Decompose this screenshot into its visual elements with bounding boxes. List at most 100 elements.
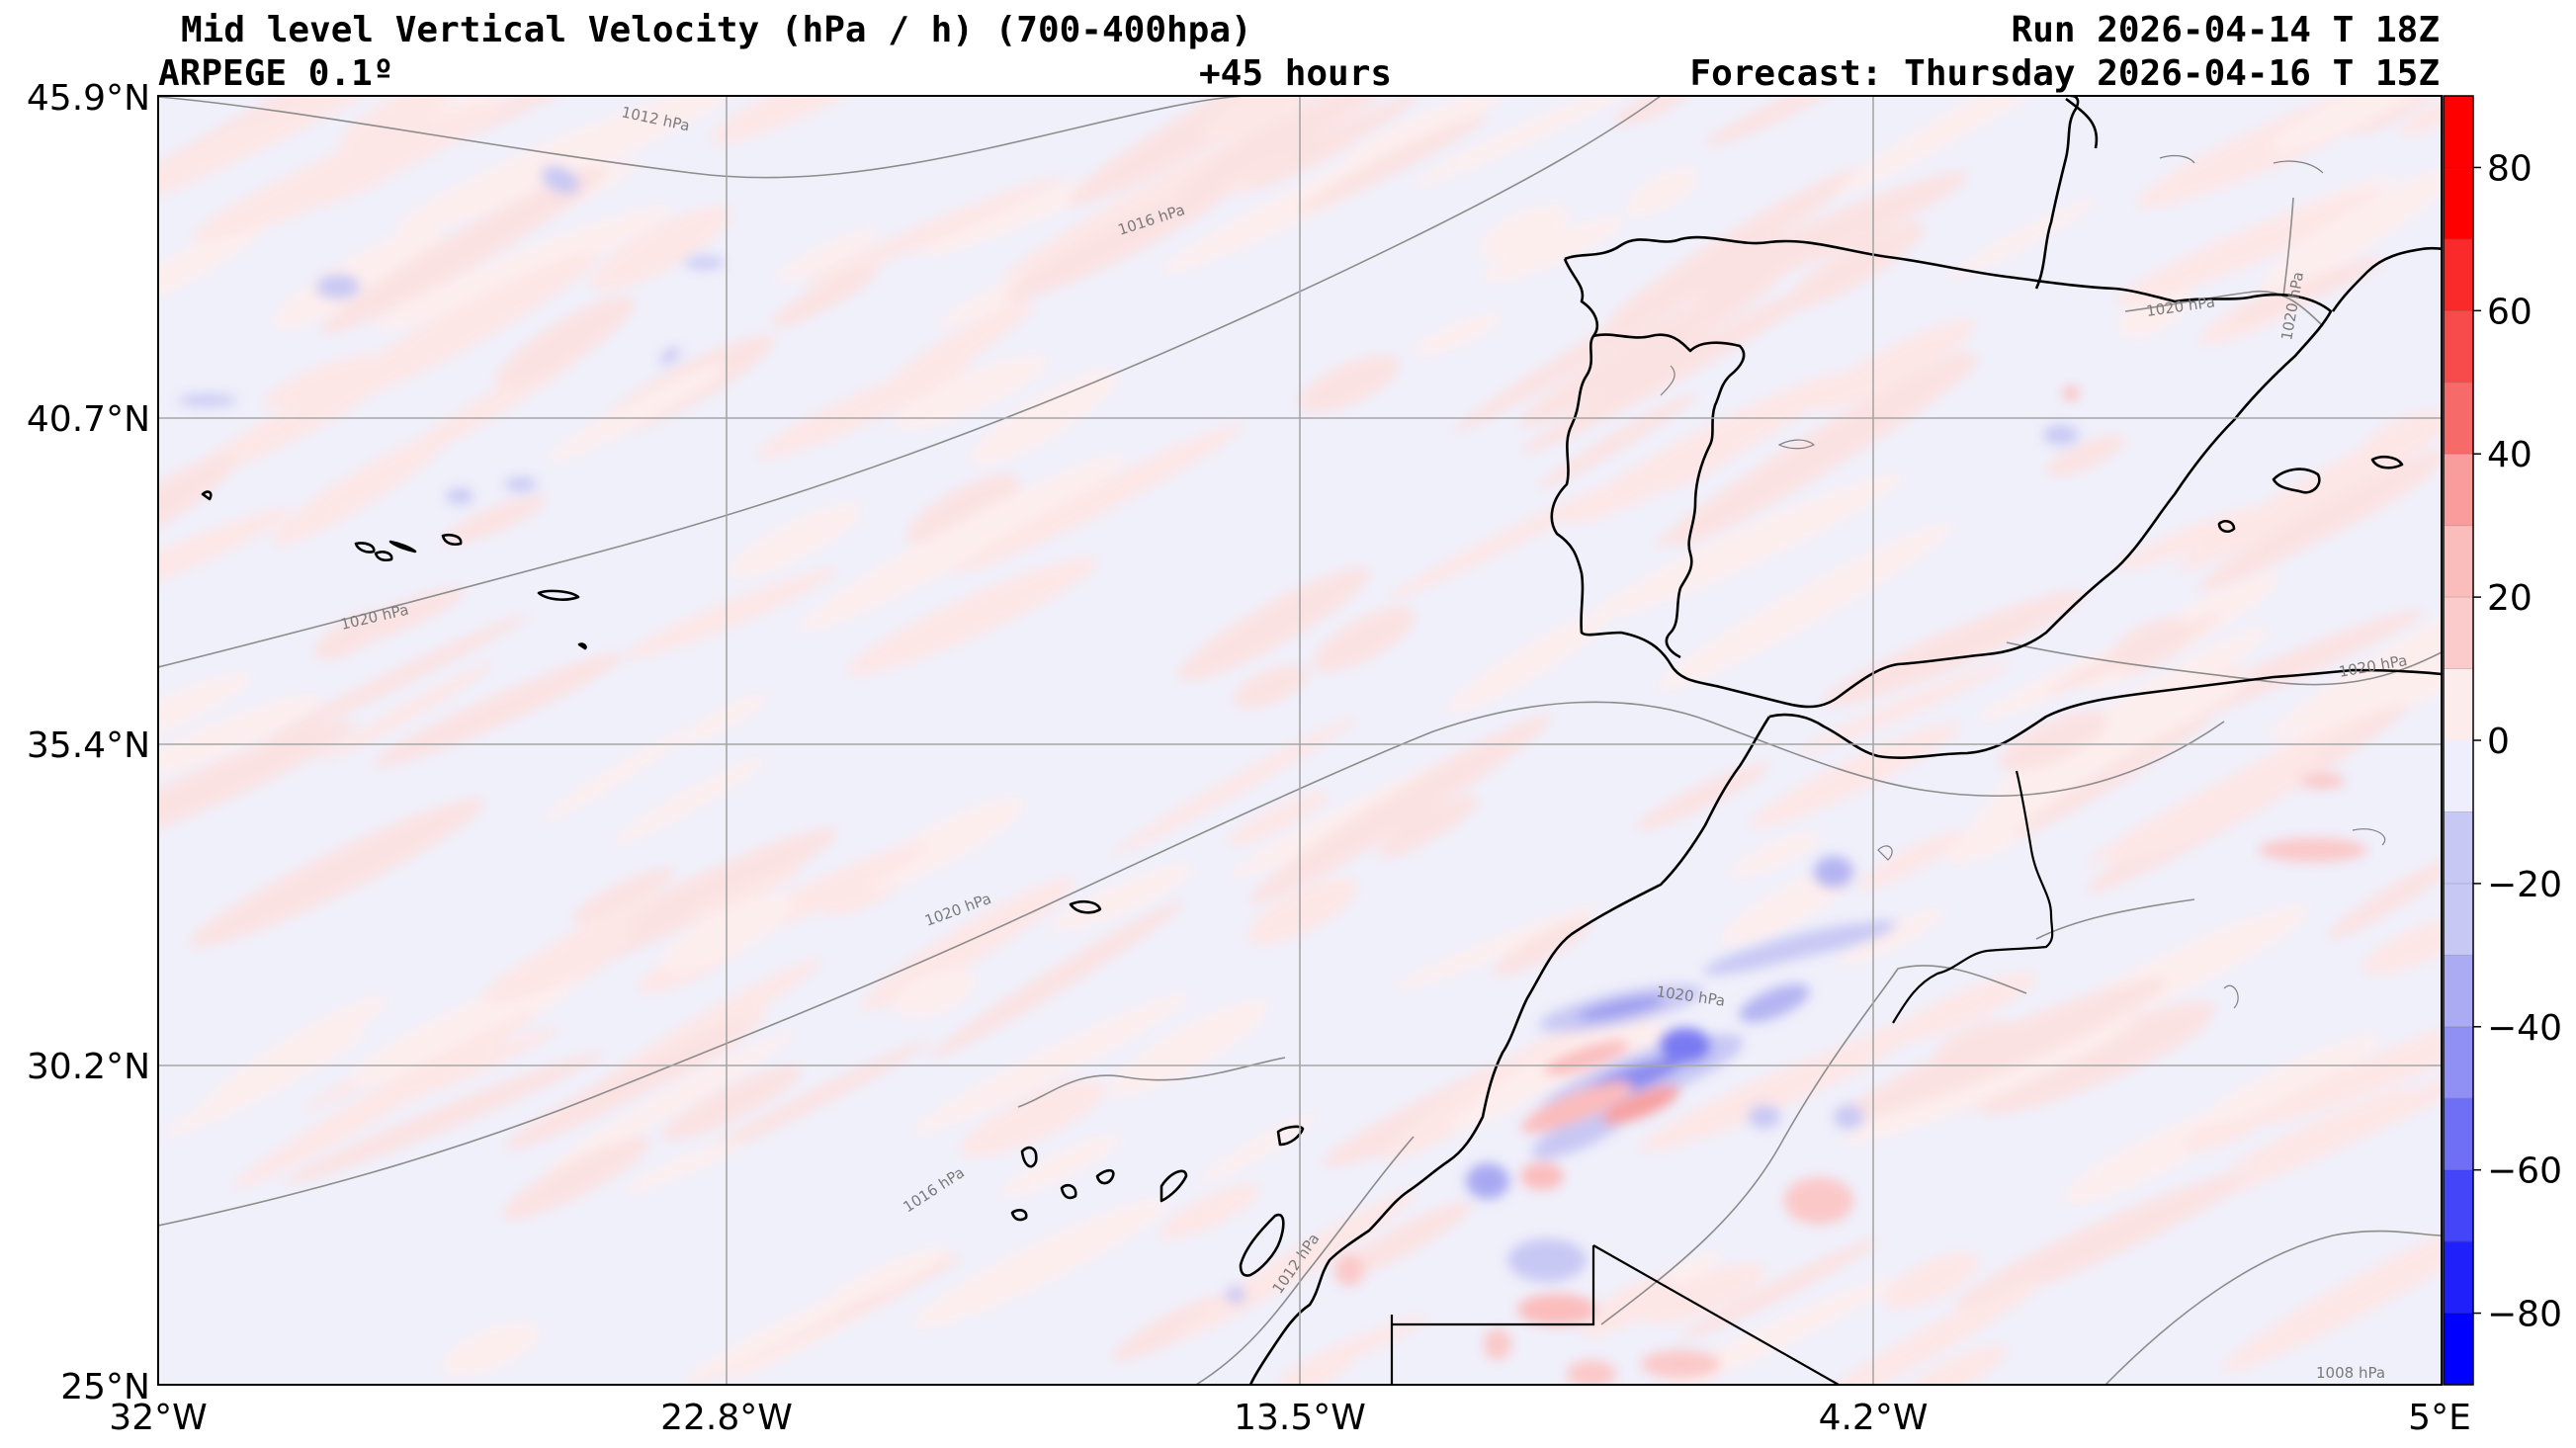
field-streak [1905,1345,2008,1385]
field-streak [164,1031,365,1138]
field-streak [881,300,1035,396]
colorbar-ticks: 80 60 40 20 0 −20 −40 −60 −80 [2473,148,2562,1335]
field-streak [2200,1034,2381,1126]
field-streak [1641,1263,1766,1324]
colorbar-cell [2444,1313,2473,1385]
field-streak [571,867,675,923]
field-streak [1836,96,2104,195]
colorbar-tick-label: 20 [2487,578,2533,619]
field-streak [804,175,1066,287]
lon-label: 4.2°W [1819,1398,1929,1438]
field-streak [541,729,689,822]
field-streak [1635,762,1770,831]
colorbar-cell [2444,1026,2473,1099]
isobar-label: 1008 hPa [2316,1364,2385,1382]
field-streak [339,96,455,152]
field-streak [1246,96,1418,189]
colorbar-cell [2444,955,2473,1027]
field-streak [1002,186,1229,302]
field-streak [1446,611,1612,714]
run-label: Run 2026-04-14 T 18Z [2012,10,2440,50]
field-streak [2266,554,2442,739]
colorbar-cell [2444,310,2473,383]
field-streak [158,96,411,223]
vertical-velocity-field [158,96,2442,1385]
field-streak [158,508,292,611]
field-streak [590,206,732,292]
field-streak [2251,988,2442,1127]
field-streak [623,1140,743,1193]
field-streak [1051,864,1194,932]
field-streak [709,96,903,144]
colorbar-tick-label: −20 [2487,865,2562,905]
field-streak [1159,1183,1260,1240]
lat-label: 35.4°N [27,725,150,766]
field-streak [1412,96,1649,187]
field-streak [893,355,1048,431]
field-streak [1999,710,2109,772]
field-streak [314,610,388,660]
field-streak [192,100,504,243]
field-streak [729,503,862,578]
field-streak [495,296,635,388]
field-streak [1592,473,1903,620]
lon-label: 13.5°W [1234,1398,1366,1438]
field-streak [2226,1088,2411,1173]
colorbar-tick-label: 80 [2487,148,2533,189]
field-streak [318,661,495,763]
field-streak [1298,355,1400,413]
field-streak [158,721,356,856]
colorbar-tick-label: −60 [2487,1151,2562,1192]
colorbar-cell [2444,167,2473,239]
field-streak [685,1040,930,1166]
lead-time-label: +45 hours [1199,53,1392,94]
field-streak [1199,1113,1319,1183]
field-streak [1521,272,1845,455]
field-streak [2046,435,2125,476]
field-streak [1227,791,1330,846]
field-streak [612,756,767,846]
field-streak [442,495,547,546]
field-streak [1883,1252,1979,1310]
field-streak [1729,831,1821,878]
field-streak [158,672,252,755]
field-streak [2114,189,2383,305]
field-streak [1798,661,2012,754]
field-streak [1247,878,1358,945]
lon-label: 32°W [109,1398,207,1438]
lon-label: 22.8°W [660,1398,793,1438]
field-streak [2221,1209,2442,1372]
field-streak [1888,973,2037,1044]
field-streak [442,1321,540,1377]
field-streak [1607,167,1862,325]
field-streak [1684,172,1968,299]
field-streak [846,556,1098,676]
field-streak [2202,1049,2442,1202]
colorbar-cell [2444,883,2473,956]
field-streak [1948,198,2098,280]
field-streak [775,228,879,283]
field-streak [2087,710,2378,866]
field-streak [1945,775,2093,864]
field-streak [189,799,485,948]
field-streak [2118,284,2190,339]
field-streak [1179,96,1397,196]
field-streak [522,893,659,972]
field-streak [1313,606,1416,672]
colorbar-cell [2444,1241,2473,1314]
isobars [158,96,2442,1385]
field-streak [158,694,322,779]
colorbar-tick-label: −40 [2487,1008,2562,1049]
field-streak [1613,96,1691,127]
field-streak [680,693,769,744]
field-streak [906,474,1020,545]
field-streak [2399,96,2442,137]
field-streak [158,454,237,552]
field-streak [1344,96,1504,165]
lon-label: 5°E [2408,1398,2471,1438]
field-streak [1626,167,1699,216]
field-streak [321,165,608,334]
field-streak [1233,664,1309,709]
field-streak [1843,1016,2134,1144]
field-streak [771,266,879,328]
